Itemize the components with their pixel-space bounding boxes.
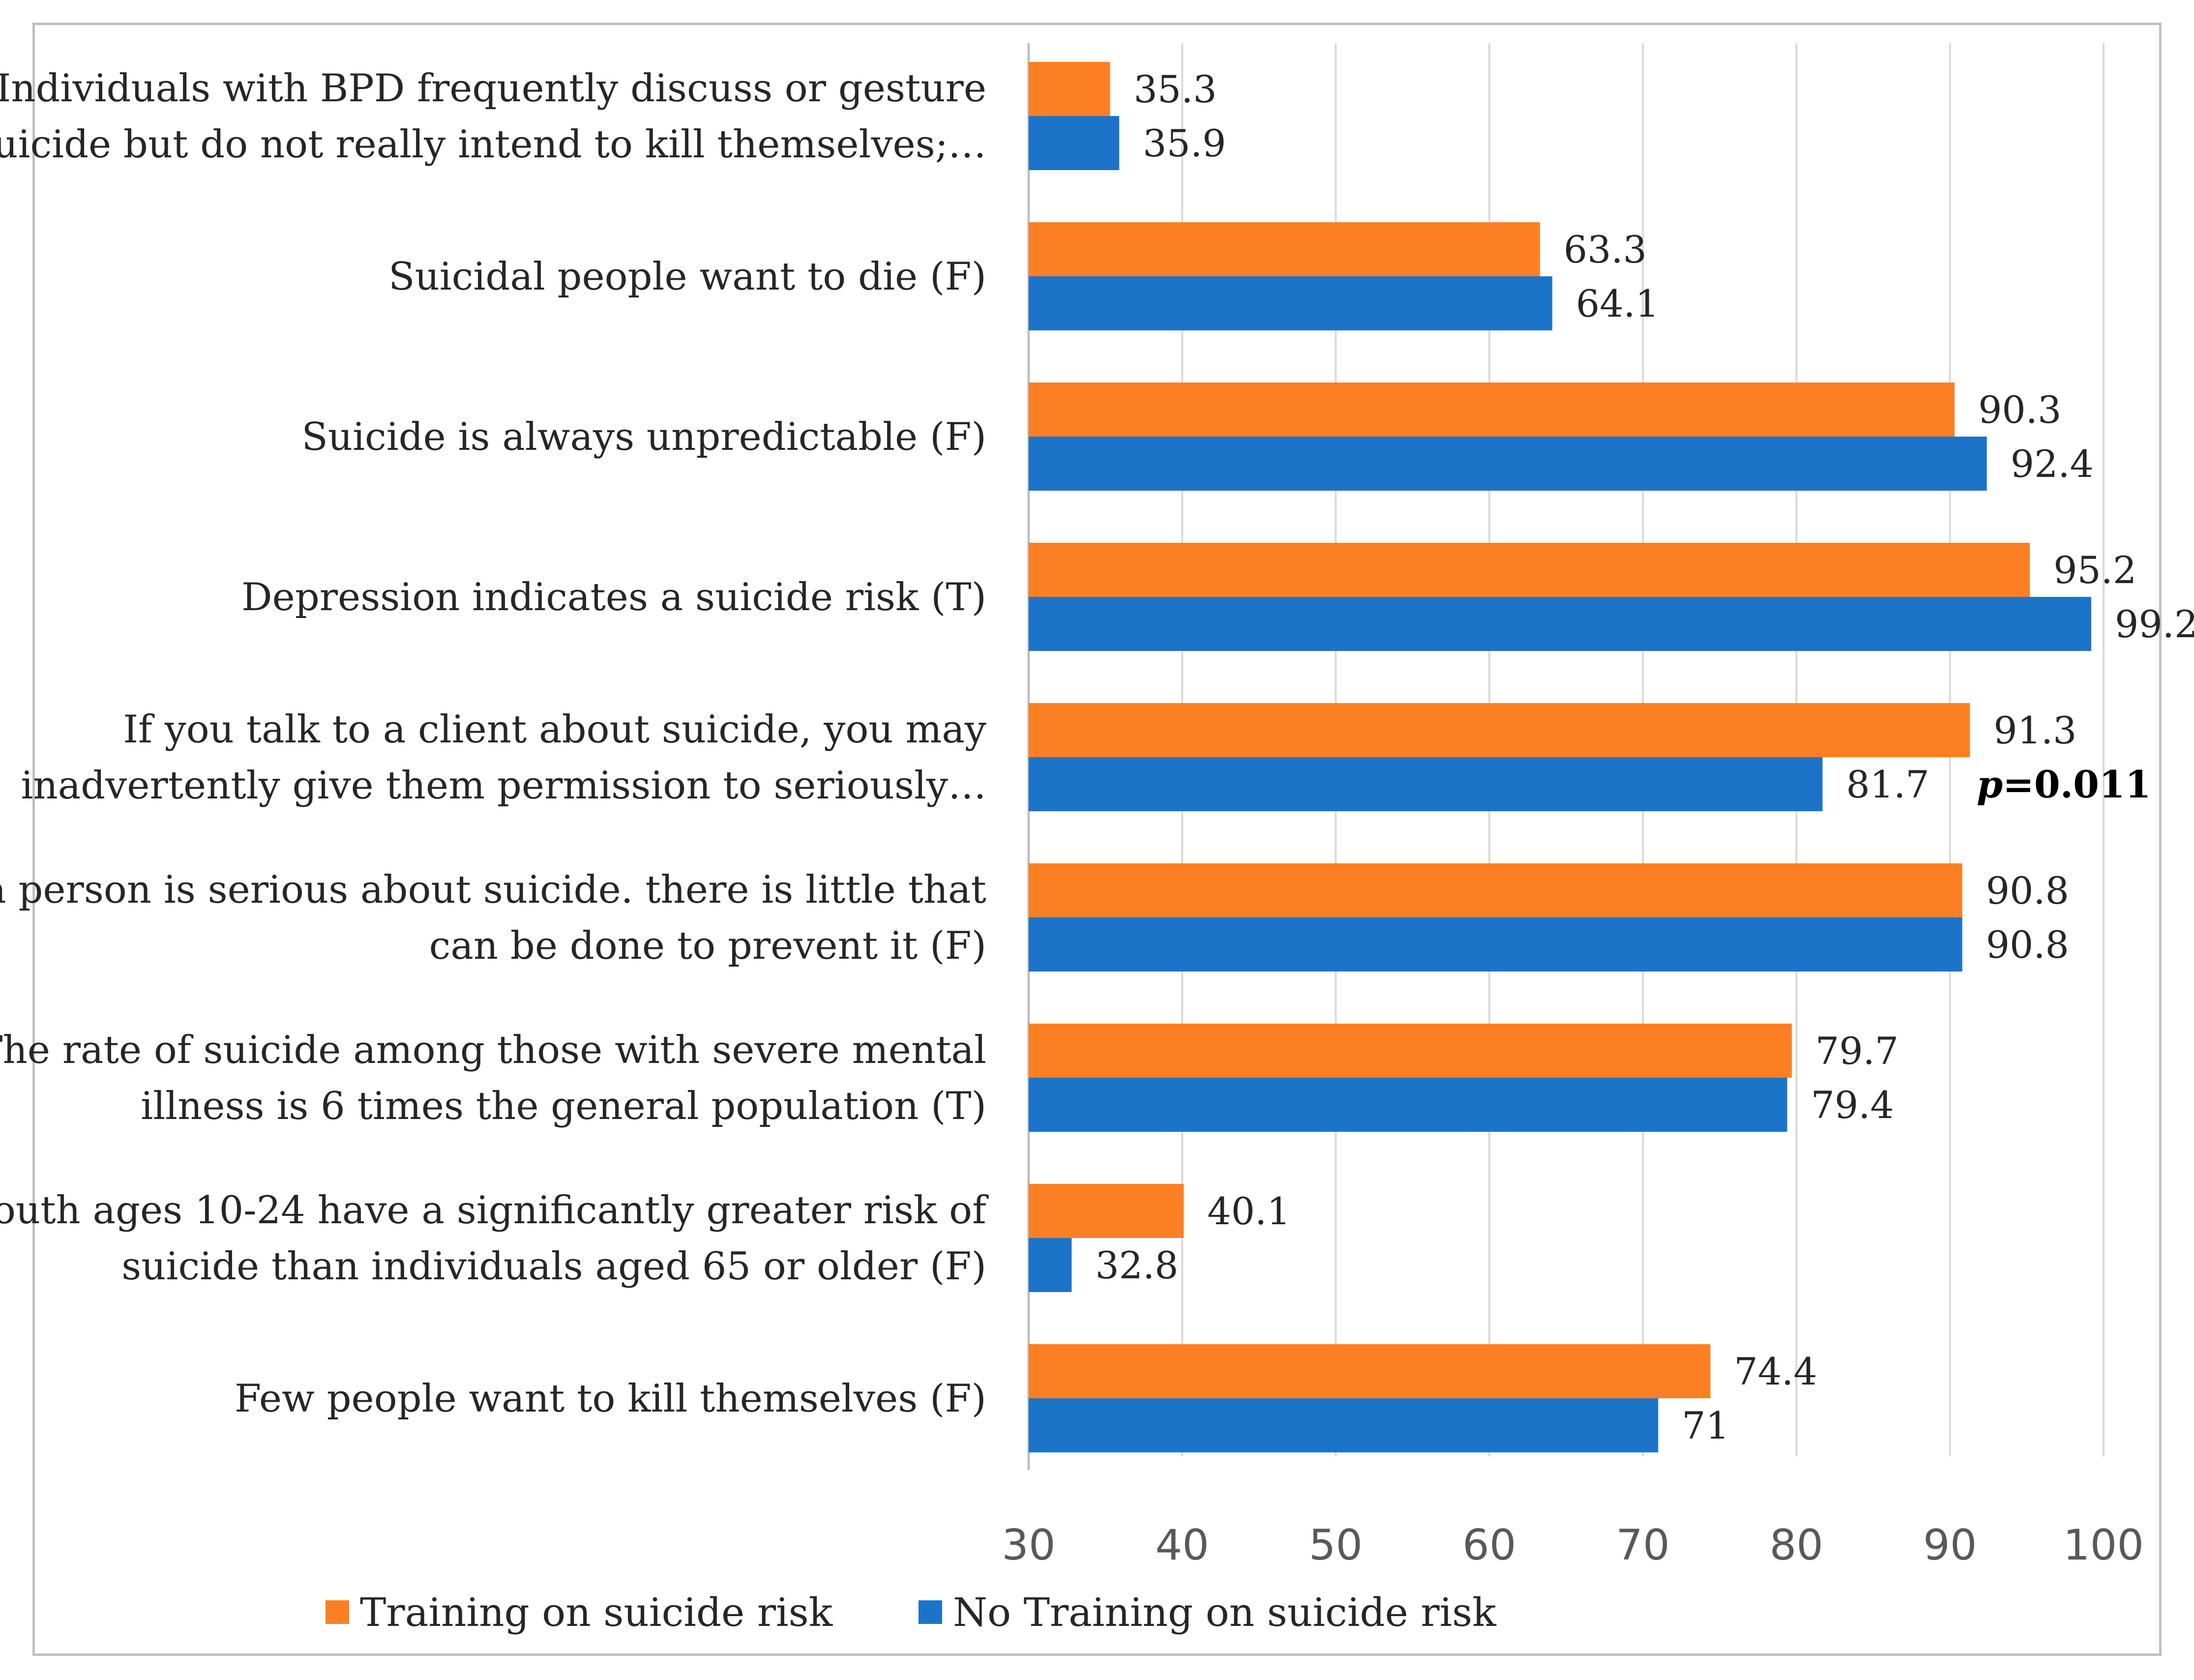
bar-no-training-6: [1029, 1078, 1787, 1132]
legend-swatch-no-training: [919, 1600, 942, 1624]
value-label-training-2: 90.3: [1978, 388, 2061, 432]
tick-label-60: 60: [1462, 1521, 1516, 1570]
p-value-text: =0.011: [2003, 763, 2151, 806]
category-label-6-line-0: The rate of suicide among those with sev…: [0, 1028, 986, 1072]
category-label-7-line-1: suicide than individuals aged 65 or olde…: [121, 1244, 986, 1289]
value-label-training-1: 63.3: [1564, 228, 1647, 271]
value-label-no-training-5: 90.8: [1986, 923, 2069, 967]
value-label-no-training-4: 81.7: [1846, 763, 1929, 806]
value-label-training-3: 95.2: [2053, 548, 2136, 592]
tick-label-100: 100: [2063, 1521, 2144, 1570]
category-label-7-line-0: Youth ages 10-24 have a significantly gr…: [0, 1188, 989, 1233]
legend-label-no-training: No Training on suicide risk: [953, 1590, 1497, 1635]
category-label-0-line-1: suicide but do not really intend to kill…: [0, 122, 986, 167]
category-label-5-line-0: If a person is serious about suicide. th…: [0, 868, 986, 912]
value-label-training-7: 40.1: [1207, 1189, 1290, 1233]
value-label-training-4: 91.3: [1993, 708, 2076, 752]
bar-training-5: [1029, 863, 1962, 917]
legend-swatch-training: [326, 1600, 349, 1624]
category-label-6-line-1: illness is 6 times the general populatio…: [141, 1084, 986, 1128]
bar-training-3: [1029, 543, 2030, 597]
bar-no-training-4: [1029, 757, 1823, 811]
bar-no-training-7: [1029, 1238, 1072, 1292]
bar-training-2: [1029, 383, 1955, 437]
bar-training-4: [1029, 703, 1970, 757]
bar-training-1: [1029, 222, 1540, 276]
value-label-no-training-6: 79.4: [1811, 1083, 1894, 1127]
value-label-training-8: 74.4: [1734, 1350, 1817, 1393]
category-label-5-line-1: can be done to prevent it (F): [429, 924, 986, 968]
value-label-no-training-8: 71: [1682, 1404, 1729, 1447]
bar-no-training-3: [1029, 597, 2092, 651]
tick-label-80: 80: [1770, 1521, 1823, 1570]
value-label-no-training-0: 35.9: [1143, 121, 1226, 165]
value-label-training-5: 90.8: [1986, 869, 2069, 913]
category-label-2-line-0: Suicide is always unpredictable (F): [301, 415, 986, 459]
tick-label-90: 90: [1923, 1521, 1977, 1570]
tick-label-50: 50: [1309, 1521, 1363, 1570]
bar-no-training-5: [1029, 917, 1962, 972]
x-axis-ticks: 30 40 50 60 70 80 90 100: [1002, 1521, 2144, 1570]
value-label-training-6: 79.7: [1815, 1029, 1898, 1073]
value-label-training-0: 35.3: [1134, 67, 1217, 111]
category-label-3-line-0: Depression indicates a suicide risk (T): [241, 575, 986, 619]
bars: [1029, 62, 2092, 1452]
legend-label-training: Training on suicide risk: [360, 1590, 833, 1635]
p-value-italic: p: [1977, 763, 2003, 806]
category-labels: Individuals with BPD frequently discuss …: [0, 66, 989, 1421]
tick-label-70: 70: [1616, 1521, 1669, 1570]
bar-training-6: [1029, 1024, 1792, 1078]
p-value-annotation: p=0.011: [1977, 763, 2151, 806]
category-label-0-line-0: Individuals with BPD frequently discuss …: [0, 66, 986, 111]
bar-no-training-1: [1029, 276, 1552, 330]
tick-label-30: 30: [1002, 1521, 1055, 1570]
bar-training-8: [1029, 1344, 1711, 1398]
tick-label-40: 40: [1156, 1521, 1209, 1570]
value-label-no-training-1: 64.1: [1576, 282, 1659, 325]
value-labels: 35.3 35.9 63.3 64.1 90.3 92.4 95.2 99.2 91.3 81.7…: [1095, 67, 2194, 1447]
value-label-no-training-2: 92.4: [2011, 442, 2094, 486]
value-label-no-training-3: 99.2: [2115, 602, 2194, 646]
bar-training-0: [1029, 62, 1110, 116]
category-label-4-line-0: If you talk to a client about suicide, y…: [123, 707, 986, 752]
category-label-8-line-0: Few people want to kill themselves (F): [235, 1377, 986, 1421]
category-label-1-line-0: Suicidal people want to die (F): [388, 255, 986, 299]
value-label-no-training-7: 32.8: [1095, 1243, 1178, 1287]
bar-no-training-0: [1029, 116, 1120, 170]
category-label-4-line-1: inadvertently give them permission to se…: [21, 764, 986, 808]
bar-training-7: [1029, 1184, 1184, 1238]
bar-no-training-2: [1029, 437, 1987, 491]
bar-no-training-8: [1029, 1398, 1659, 1452]
legend: Training on suicide risk No Training on s…: [326, 1590, 1497, 1635]
